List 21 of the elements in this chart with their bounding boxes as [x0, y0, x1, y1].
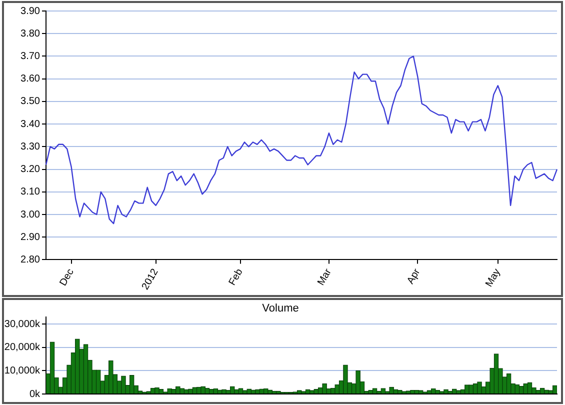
- x-tick-label: Apr: [405, 266, 423, 286]
- y-tick-label: 3.20: [20, 164, 40, 176]
- x-tick-label: Dec: [58, 267, 76, 288]
- y-tick-label: 30,000k: [4, 318, 41, 330]
- y-tick-label: 2.90: [20, 232, 40, 243]
- y-tick-label: 10,000k: [4, 365, 41, 376]
- chart-title: Volume: [262, 302, 299, 315]
- y-tick-label: 3.90: [20, 6, 40, 17]
- y-tick-label: 3.40: [20, 118, 40, 130]
- y-tick-label: 3.00: [20, 209, 40, 220]
- x-tick-label: Mar: [316, 266, 334, 288]
- y-tick-label: 3.80: [20, 28, 40, 40]
- y-tick-label: 3.50: [20, 96, 40, 108]
- y-tick-label: 3.70: [20, 50, 40, 62]
- y-tick-label: 20,000k: [4, 342, 41, 354]
- y-tick-label: 3.60: [20, 74, 40, 85]
- y-tick-label: 0k: [29, 388, 41, 400]
- y-tick-label: 3.30: [20, 141, 40, 152]
- x-tick-label: Feb: [227, 266, 246, 288]
- y-tick-label: 3.10: [20, 186, 40, 198]
- y-tick-label: 2.80: [20, 254, 40, 266]
